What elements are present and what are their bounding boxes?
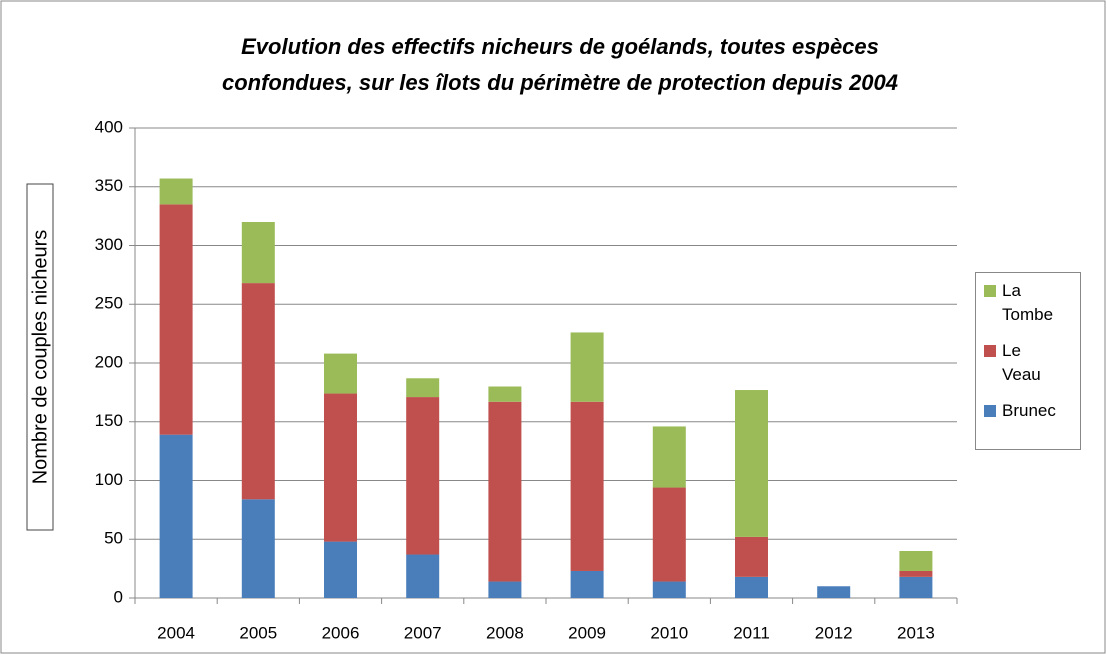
bar-segment [817, 586, 851, 598]
x-tick-label: 2011 [733, 623, 770, 642]
x-tick-label: 2005 [239, 623, 277, 642]
y-tick-label: 350 [95, 176, 123, 195]
y-tick-label: 150 [95, 411, 123, 430]
bar-segment [324, 393, 357, 542]
legend-item: Le Veau [980, 339, 1076, 387]
bar-segment [406, 554, 440, 598]
chart-title: confondues, sur les îlots du périmètre d… [222, 70, 898, 95]
x-tick-label: 2004 [157, 623, 195, 642]
y-label-box [26, 183, 54, 531]
legend-label: La Tombe [1002, 281, 1054, 324]
legend-swatch [984, 285, 996, 297]
y-tick-label: 0 [114, 587, 123, 606]
legend: La Tombe Le Veau Brunec [975, 272, 1081, 450]
bar-segment [241, 222, 275, 284]
x-tick-label: 2008 [486, 623, 524, 642]
x-tick-label: 2012 [815, 623, 853, 642]
bar-segment [899, 576, 933, 598]
y-axis-label: Nombre de couples nicheurs [29, 230, 51, 485]
bar-segment [899, 570, 933, 577]
bar-segment [406, 378, 440, 398]
legend-item: Brunec [980, 399, 1076, 423]
bar-segment [406, 397, 440, 555]
x-tick-label: 2013 [897, 623, 935, 642]
bar-segment [652, 487, 686, 582]
y-tick-label: 100 [95, 470, 123, 489]
bar-segment [570, 332, 604, 402]
bar-segment [241, 499, 275, 598]
legend-label: Le Veau [1002, 341, 1041, 384]
bar-segment [652, 581, 686, 598]
bar-segment [899, 551, 933, 571]
chart-title: Evolution des effectifs nicheurs de goél… [241, 34, 879, 59]
legend-swatch [984, 345, 996, 357]
bar-segment [324, 353, 357, 394]
bar-segment [159, 434, 193, 598]
bar-segment [570, 401, 604, 571]
x-tick-label: 2010 [650, 623, 688, 642]
y-tick-label: 300 [95, 235, 123, 254]
legend-label: Brunec [1002, 401, 1056, 420]
legend-swatch [984, 405, 996, 417]
x-tick-label: 2006 [322, 623, 360, 642]
x-tick-label: 2009 [568, 623, 606, 642]
bar-segment [241, 283, 275, 500]
bar-segment [735, 390, 768, 537]
legend-item: La Tombe [980, 279, 1076, 327]
bar-segment [735, 576, 768, 598]
y-tick-label: 200 [95, 352, 123, 371]
bar-segment [159, 178, 193, 205]
bar-segment [488, 581, 522, 598]
y-tick-label: 400 [95, 117, 123, 136]
x-tick-label: 2007 [404, 623, 442, 642]
bar-segment [652, 426, 686, 488]
bar-segment [735, 536, 768, 577]
bar-segment [488, 386, 522, 402]
y-tick-label: 50 [104, 529, 123, 548]
y-tick-label: 250 [95, 294, 123, 313]
bar-segment [488, 401, 522, 582]
bar-segment [570, 570, 604, 598]
bar-segment [324, 541, 357, 598]
bar-segment [159, 204, 193, 435]
